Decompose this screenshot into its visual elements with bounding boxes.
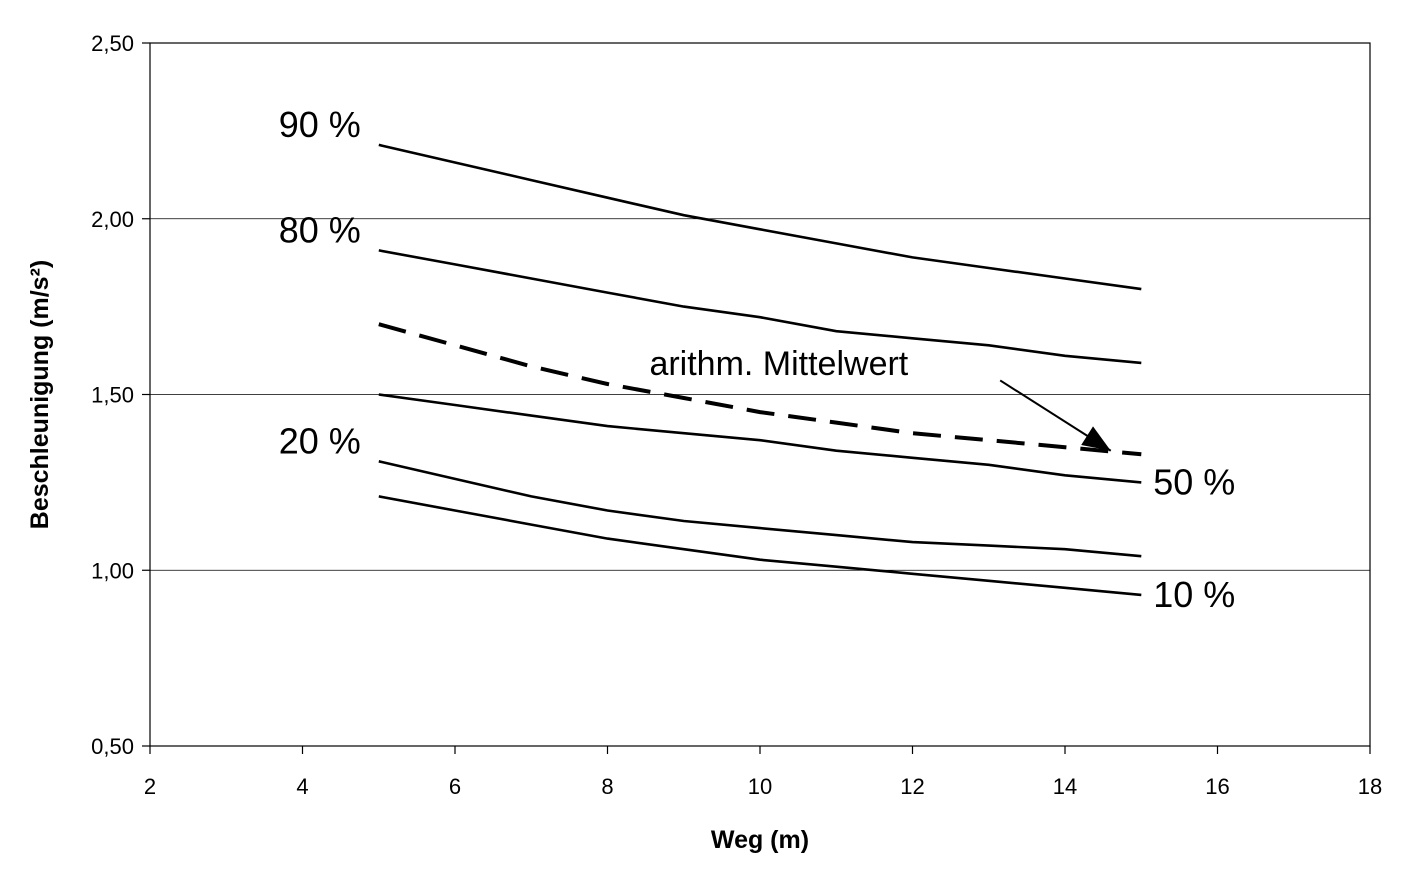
y-tick-label: 2,00 <box>91 207 134 232</box>
y-tick-label: 2,50 <box>91 31 134 56</box>
series-label: 10 % <box>1153 574 1235 615</box>
series-label: 90 % <box>279 104 361 145</box>
x-tick-label: 8 <box>601 774 613 799</box>
annotation-label: arithm. Mittelwert <box>649 345 908 383</box>
x-tick-label: 6 <box>449 774 461 799</box>
series-label: 20 % <box>279 420 361 461</box>
x-tick-label: 10 <box>748 774 772 799</box>
series-line-20 <box>378 460 1142 558</box>
y-tick-label: 1,50 <box>91 383 134 408</box>
series-layer <box>378 143 1142 597</box>
series-line-arithm-mittelwert <box>378 322 1142 457</box>
series-line-10 <box>378 495 1142 597</box>
x-tick-label: 14 <box>1053 774 1077 799</box>
series-label: 50 % <box>1153 461 1235 502</box>
y-tick-label: 1,00 <box>91 558 134 583</box>
x-axis-title: Weg (m) <box>711 826 809 854</box>
annotation: arithm. Mittelwert <box>649 345 1112 452</box>
series-line-80 <box>378 249 1142 365</box>
x-tick-label: 2 <box>144 774 156 799</box>
annotation-arrow-head <box>1081 426 1111 451</box>
series-labels: 90 % 80 % 50 % 20 % 10 % <box>279 104 1236 615</box>
series-label: 80 % <box>279 209 361 250</box>
series-line-90 <box>378 143 1142 291</box>
gridlines <box>150 218 1370 571</box>
y-axis-title: Beschleunigung (m/s²) <box>26 260 54 529</box>
x-tick-label: 16 <box>1205 774 1229 799</box>
x-tick-label: 12 <box>900 774 924 799</box>
x-tick-label: 18 <box>1358 774 1382 799</box>
y-tick-label: 0,50 <box>91 734 134 759</box>
series-line-50 <box>378 393 1142 484</box>
x-tick-label: 4 <box>296 774 308 799</box>
axes: 0,50 1,00 1,50 2,00 2,50 2 4 6 8 10 12 14 16 18 <box>91 31 1382 799</box>
